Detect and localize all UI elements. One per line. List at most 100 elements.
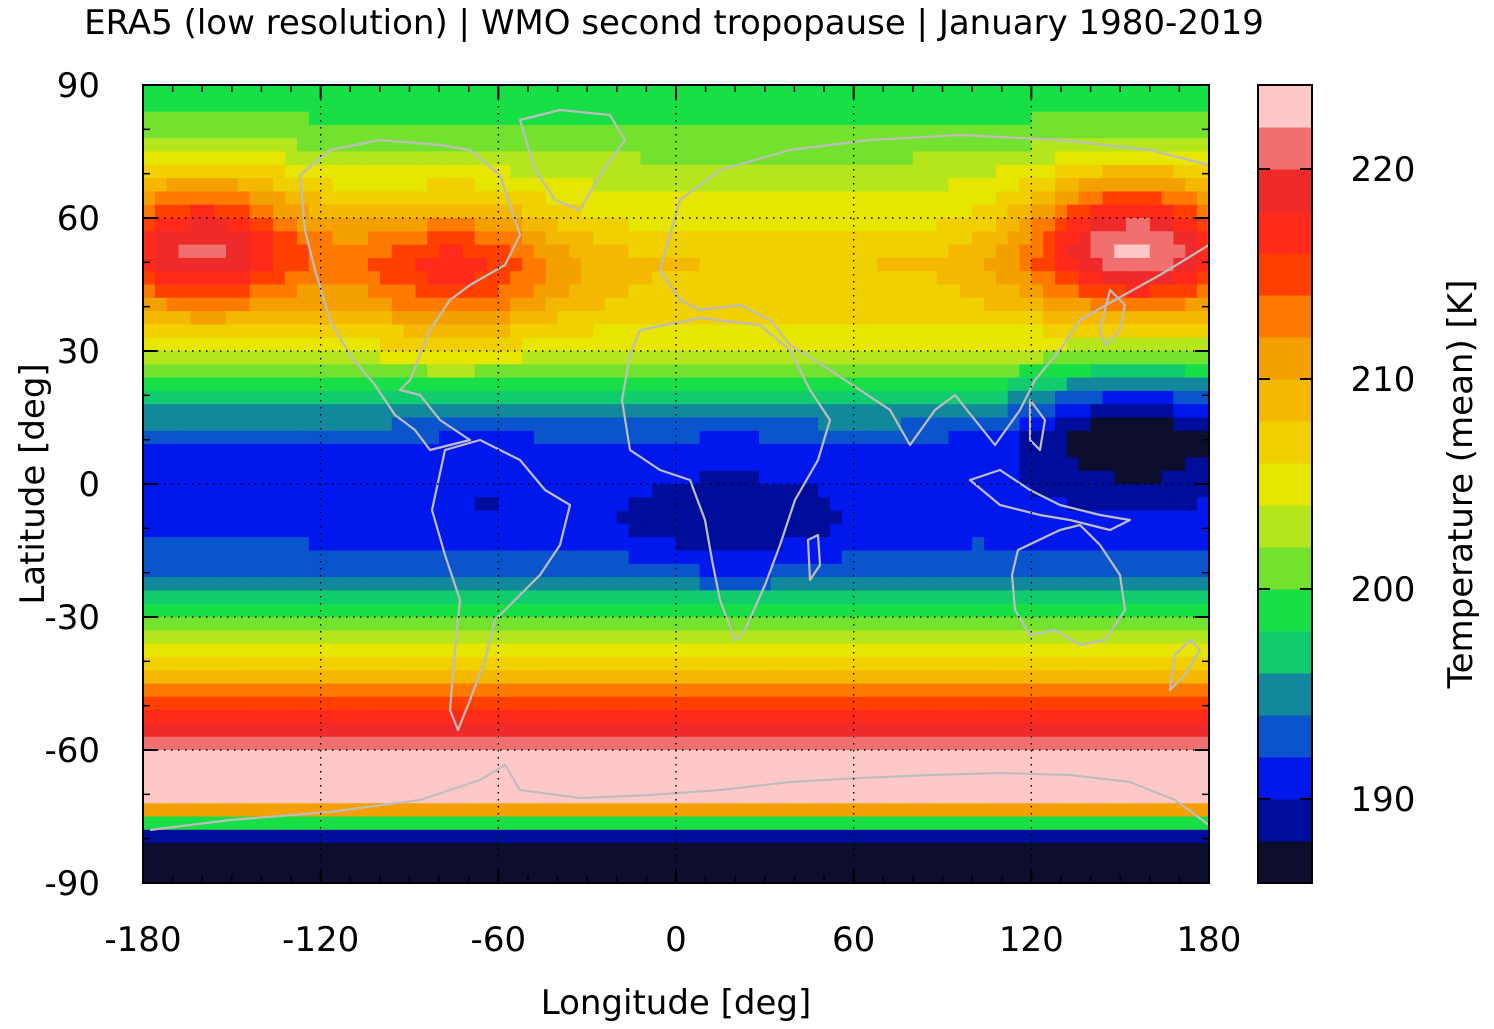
heatmap-cell bbox=[794, 231, 807, 246]
heatmap-cell bbox=[948, 351, 961, 365]
heatmap-cell bbox=[1149, 736, 1163, 751]
heatmap-cell bbox=[522, 271, 535, 286]
heatmap-cell bbox=[225, 191, 239, 206]
heatmap-cell bbox=[758, 124, 772, 139]
heatmap-cell bbox=[379, 656, 393, 671]
heatmap-cell bbox=[285, 497, 298, 512]
heatmap-cell bbox=[912, 577, 926, 591]
heatmap-cell bbox=[711, 231, 724, 246]
heatmap-cell bbox=[545, 789, 559, 804]
heatmap-cell bbox=[901, 510, 914, 525]
heatmap-cell bbox=[1066, 577, 1080, 591]
heatmap-cell bbox=[687, 311, 701, 325]
heatmap-cell bbox=[332, 377, 345, 392]
heatmap-cell bbox=[261, 284, 274, 299]
heatmap-cell bbox=[1031, 776, 1044, 791]
heatmap-cell bbox=[249, 484, 263, 498]
heatmap-cell bbox=[474, 311, 488, 325]
heatmap-cell bbox=[379, 351, 393, 365]
heatmap-cell bbox=[758, 484, 772, 498]
heatmap-cell bbox=[806, 776, 819, 791]
heatmap-cell bbox=[462, 417, 476, 432]
heatmap-cell bbox=[166, 377, 180, 392]
heatmap-cell bbox=[1161, 271, 1175, 286]
heatmap-cell bbox=[415, 284, 428, 299]
heatmap-cell bbox=[237, 85, 251, 99]
heatmap-cell bbox=[699, 390, 713, 405]
heatmap-cell bbox=[356, 311, 369, 325]
heatmap-cell bbox=[711, 617, 724, 631]
heatmap-cell bbox=[960, 85, 973, 99]
heatmap-cell bbox=[356, 537, 369, 552]
heatmap-cell bbox=[178, 816, 191, 831]
heatmap-cell bbox=[154, 683, 168, 698]
heatmap-cell bbox=[462, 523, 476, 538]
heatmap-cell bbox=[462, 364, 476, 379]
heatmap-cell bbox=[522, 390, 535, 405]
heatmap-cell bbox=[652, 178, 665, 192]
heatmap-cell bbox=[628, 710, 642, 724]
heatmap-cell bbox=[356, 271, 369, 286]
heatmap-cell bbox=[1185, 204, 1198, 219]
heatmap-cell bbox=[640, 98, 653, 113]
heatmap-cell bbox=[853, 630, 867, 645]
heatmap-cell bbox=[296, 523, 310, 538]
heatmap-cell bbox=[877, 630, 890, 645]
heatmap-cell bbox=[1019, 164, 1032, 179]
heatmap-cell bbox=[818, 550, 831, 565]
heatmap-cell bbox=[735, 204, 748, 219]
heatmap-cell bbox=[261, 138, 274, 153]
heatmap-cell bbox=[1114, 656, 1127, 671]
heatmap-cell bbox=[889, 537, 902, 552]
heatmap-cell bbox=[249, 124, 263, 139]
heatmap-cell bbox=[699, 763, 713, 778]
heatmap-cell bbox=[912, 324, 926, 339]
heatmap-cell bbox=[995, 510, 1009, 525]
heatmap-cell bbox=[723, 98, 736, 113]
heatmap-cell bbox=[640, 523, 653, 538]
heatmap-cell bbox=[782, 789, 796, 804]
heatmap-cell bbox=[924, 178, 938, 192]
heatmap-cell bbox=[296, 590, 310, 605]
heatmap-cell bbox=[877, 497, 890, 512]
heatmap-cell bbox=[320, 284, 334, 299]
heatmap-cell bbox=[711, 271, 724, 286]
heatmap-cell bbox=[462, 111, 476, 126]
heatmap-cell bbox=[983, 617, 997, 631]
heatmap-cell bbox=[699, 710, 713, 724]
heatmap-cell bbox=[841, 484, 855, 498]
heatmap-cell bbox=[379, 377, 393, 392]
heatmap-cell bbox=[948, 138, 961, 153]
heatmap-cell bbox=[723, 789, 736, 804]
heatmap-cell bbox=[439, 723, 452, 738]
heatmap-cell bbox=[533, 683, 547, 698]
heatmap-cell bbox=[901, 789, 914, 804]
heatmap-cell bbox=[853, 683, 867, 698]
heatmap-cell bbox=[699, 271, 713, 286]
heatmap-cell bbox=[166, 603, 180, 618]
heatmap-cell bbox=[391, 351, 405, 365]
heatmap-cell bbox=[1019, 98, 1032, 113]
heatmap-cell bbox=[474, 124, 488, 139]
heatmap-cell bbox=[1043, 151, 1056, 166]
heatmap-cell bbox=[664, 124, 677, 139]
heatmap-cell bbox=[747, 404, 760, 419]
heatmap-cell bbox=[498, 723, 511, 738]
heatmap-cell bbox=[1149, 590, 1163, 605]
heatmap-cell bbox=[901, 297, 914, 312]
heatmap-cell bbox=[1019, 617, 1032, 631]
heatmap-cell bbox=[640, 164, 653, 179]
heatmap-cell bbox=[1149, 630, 1163, 645]
heatmap-cell bbox=[320, 324, 334, 339]
heatmap-cell bbox=[557, 271, 570, 286]
heatmap-cell bbox=[616, 178, 630, 192]
heatmap-cell bbox=[391, 816, 405, 831]
heatmap-cell bbox=[474, 351, 488, 365]
heatmap-cell bbox=[877, 271, 890, 286]
heatmap-cell bbox=[1126, 297, 1139, 312]
heatmap-cell bbox=[853, 324, 867, 339]
heatmap-cell bbox=[1102, 750, 1115, 764]
heatmap-cell bbox=[285, 523, 298, 538]
heatmap-cell bbox=[403, 404, 417, 419]
heatmap-cell bbox=[522, 617, 535, 631]
